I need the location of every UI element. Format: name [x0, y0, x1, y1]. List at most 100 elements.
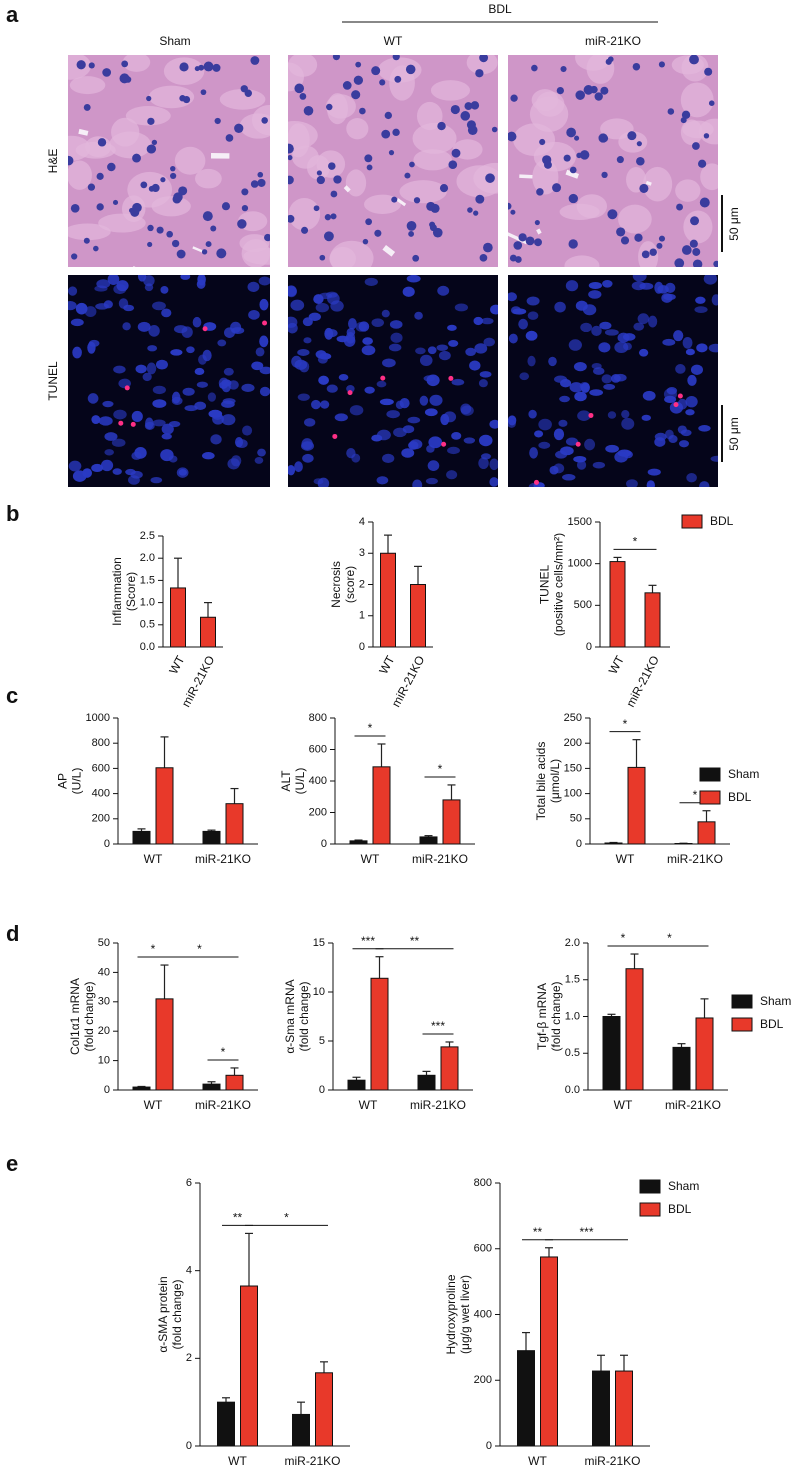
y-tick-label: 200: [309, 806, 327, 818]
nucleus: [647, 468, 661, 476]
significance-label: ***: [579, 1225, 593, 1239]
nucleus: [107, 275, 120, 285]
nucleus: [539, 138, 546, 146]
nucleus: [621, 417, 635, 430]
nucleus: [290, 299, 305, 311]
nucleus: [708, 100, 715, 106]
nucleus: [330, 213, 337, 220]
bar: [627, 766, 646, 845]
nucleus: [695, 296, 706, 304]
significance-label: *: [221, 1045, 226, 1059]
nucleus: [565, 437, 579, 446]
y-tick-label: 800: [474, 1177, 492, 1189]
nucleus: [334, 413, 348, 422]
nucleus: [315, 302, 330, 313]
x-tick-label: miR-21KO: [623, 653, 662, 709]
nucleus: [259, 366, 270, 375]
apoptotic-cell: [347, 390, 353, 396]
y-tick-label: 1500: [568, 516, 592, 528]
nucleus: [82, 468, 93, 478]
cell: [243, 247, 270, 265]
nucleus: [491, 126, 498, 133]
nucleus: [200, 89, 207, 96]
nucleus: [96, 279, 111, 289]
y-tick-label: 0: [586, 641, 592, 653]
nucleus: [423, 375, 435, 382]
nucleus: [161, 308, 172, 318]
nucleus: [176, 249, 186, 259]
nucleus: [128, 475, 140, 485]
nucleus: [593, 367, 605, 375]
nucleus: [447, 324, 457, 331]
nucleus: [450, 104, 460, 115]
nucleus: [250, 180, 259, 188]
nucleus: [376, 476, 389, 485]
cell: [329, 240, 374, 267]
nucleus: [519, 372, 530, 381]
bar: [592, 1370, 610, 1447]
micrograph: [508, 275, 718, 487]
nucleus: [654, 432, 667, 441]
nucleus: [598, 133, 608, 143]
significance-label: **: [533, 1225, 543, 1239]
nucleus: [562, 474, 576, 481]
nucleus: [548, 356, 557, 367]
micrograph: [0, 55, 270, 267]
nucleus: [637, 313, 650, 325]
nucleus: [202, 349, 212, 362]
significance-label: *: [368, 721, 373, 735]
nucleus: [604, 329, 619, 336]
nucleus: [104, 449, 114, 456]
y-tick-label: 0.5: [140, 619, 155, 631]
nucleus: [554, 301, 566, 313]
nucleus: [264, 233, 270, 242]
nucleus: [382, 358, 396, 368]
significance-label: *: [623, 717, 628, 731]
nucleus: [303, 105, 314, 116]
nucleus: [210, 434, 222, 445]
nucleus: [553, 428, 565, 441]
micrograph: [508, 55, 718, 267]
bar: [347, 1079, 366, 1091]
nucleus: [639, 282, 654, 290]
sinusoid: [0, 164, 6, 176]
nucleus: [576, 460, 587, 470]
significance-label: *: [438, 762, 443, 776]
nucleus: [197, 275, 206, 286]
nucleus: [179, 62, 189, 72]
bar: [695, 1017, 714, 1091]
nucleus: [692, 142, 700, 150]
nucleus: [362, 337, 373, 345]
nucleus: [242, 425, 253, 436]
y-tick-label: 50: [570, 813, 582, 825]
legend-swatch: [699, 767, 721, 782]
nucleus: [560, 446, 574, 456]
nucleus: [147, 224, 154, 232]
y-axis-label: (U/L): [70, 768, 84, 795]
nucleus: [685, 348, 695, 356]
nucleus: [326, 103, 333, 111]
nucleus: [351, 453, 361, 463]
nucleus: [325, 291, 338, 298]
nucleus: [473, 316, 484, 326]
nucleus: [234, 436, 244, 448]
cell: [69, 76, 106, 95]
nucleus: [201, 249, 208, 255]
y-tick-label: 200: [474, 1374, 492, 1386]
nucleus: [646, 480, 655, 487]
nucleus: [425, 477, 438, 485]
y-tick-label: 50: [98, 937, 110, 949]
nucleus: [529, 447, 538, 459]
nucleus: [634, 233, 643, 242]
y-tick-label: 1000: [568, 558, 592, 570]
nucleus: [438, 350, 451, 361]
nucleus: [379, 79, 386, 86]
y-axis-label: Col1α1 mRNA: [68, 978, 82, 1055]
nucleus: [436, 344, 448, 351]
nucleus: [294, 461, 303, 473]
significance-label: *: [693, 788, 698, 802]
y-axis-label: Hydroxyproline: [444, 1274, 458, 1354]
nucleus: [313, 294, 324, 304]
x-tick-label: miR-21KO: [667, 852, 723, 866]
nucleus: [641, 250, 650, 259]
